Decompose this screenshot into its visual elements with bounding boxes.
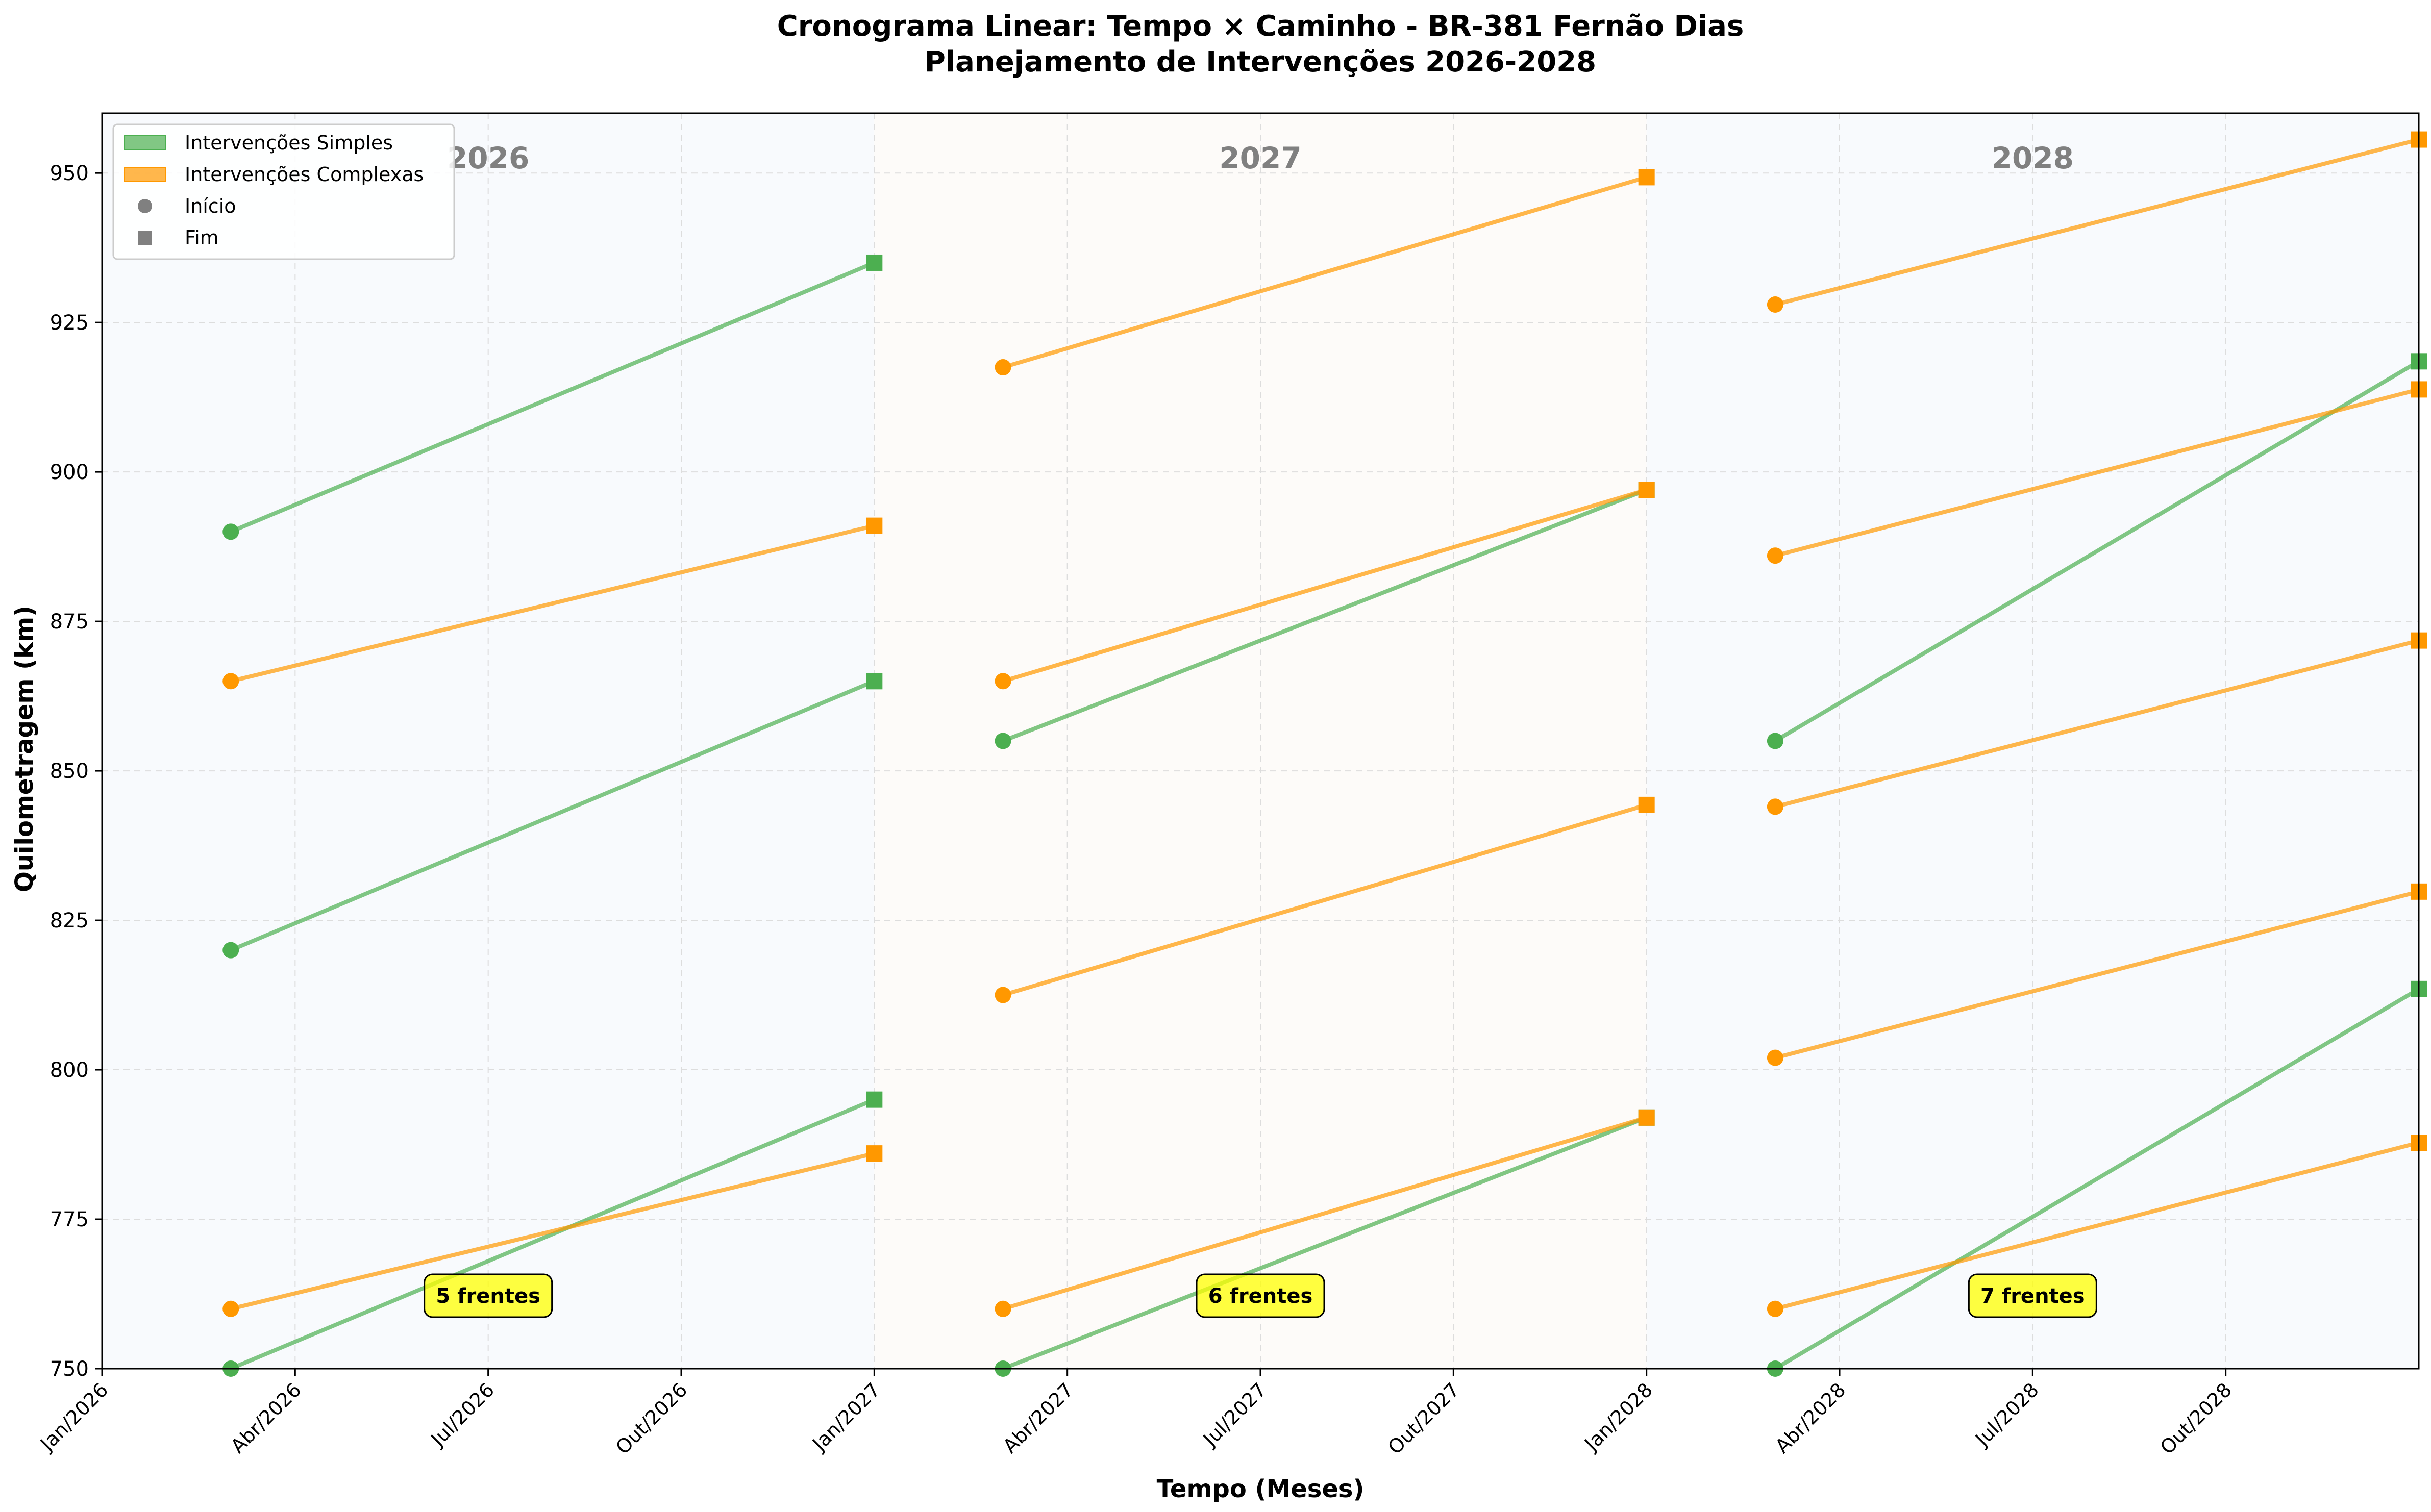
y-axis-label: Quilometragem (km) [10, 606, 39, 892]
front-count-badge [1196, 1273, 1325, 1318]
year-band-2027 [874, 113, 1647, 1369]
front-count-label: 6 frentes [1208, 1284, 1313, 1308]
front-count-label: 7 frentes [1980, 1284, 2085, 1308]
start-point-marker [1767, 547, 1783, 564]
start-point-marker [995, 673, 1011, 690]
segment-line [229, 1151, 877, 1311]
segment-line [229, 523, 877, 684]
end-point-marker [1638, 796, 1655, 813]
y-tick-label: 775 [50, 1208, 89, 1231]
start-point-marker [995, 987, 1011, 1003]
legend-label: Fim [185, 226, 219, 249]
year-label-2027: 2027 [1219, 141, 1301, 175]
front-count-badges: 5 frentes 6 frentes 7 frentes [424, 1273, 2097, 1318]
chart-subtitle: Planejamento de Intervenções 2026-2028 [925, 45, 1596, 79]
segment-line [1773, 359, 2421, 743]
y-tick-label: 875 [50, 610, 89, 634]
y-tick-label: 750 [50, 1357, 89, 1381]
start-point-marker [995, 1300, 1011, 1317]
series-layer [222, 131, 2427, 1377]
start-point-marker [1767, 1300, 1783, 1317]
end-point-marker [866, 673, 883, 690]
legend-swatch [124, 167, 166, 182]
year-labels: 2026 2027 2028 [447, 141, 2074, 175]
end-point-marker [1638, 482, 1655, 498]
year-bands [102, 113, 2419, 1369]
segment-line [1001, 175, 1649, 370]
segment-line [229, 1097, 877, 1371]
legend-label: Início [185, 195, 236, 217]
segment-line [1001, 488, 1649, 743]
end-point-marker [866, 1145, 883, 1162]
start-point-marker [222, 1300, 239, 1317]
end-point-marker [866, 254, 883, 271]
segment-line [1001, 488, 1649, 684]
legend-label: Intervenções Simples [185, 132, 393, 154]
legend-end-marker [138, 231, 152, 245]
chart-title: Cronograma Linear: Tempo × Caminho - BR-… [777, 10, 1744, 43]
legend-swatch [124, 135, 166, 150]
legend-label: Intervenções Complexas [185, 163, 424, 186]
end-point-marker [1638, 1109, 1655, 1126]
start-point-marker [1767, 733, 1783, 749]
segment-line [1773, 638, 2421, 809]
segment-line [1773, 987, 2421, 1371]
y-tick-label: 800 [50, 1059, 89, 1082]
start-point-marker [995, 359, 1011, 376]
y-tick-label: 900 [50, 461, 89, 484]
y-tick-label: 850 [50, 760, 89, 783]
segment-line [1773, 1141, 2421, 1311]
start-point-marker [222, 673, 239, 690]
start-point-marker [1767, 1049, 1783, 1066]
y-tick-label: 825 [50, 909, 89, 933]
end-point-marker [866, 1091, 883, 1108]
series-complexas [222, 131, 2427, 1317]
segment-line [229, 260, 877, 534]
segment-line [1773, 889, 2421, 1060]
year-label-2026: 2026 [447, 141, 529, 175]
front-count-badge [424, 1273, 553, 1318]
segment-line [1001, 1115, 1649, 1311]
front-count-badge [1968, 1273, 2097, 1318]
legend-start-marker [138, 199, 152, 213]
segment-line [1001, 802, 1649, 997]
start-point-marker [995, 733, 1011, 749]
segment-line [229, 679, 877, 952]
end-point-marker [1638, 169, 1655, 186]
start-point-marker [222, 942, 239, 959]
end-point-marker [866, 517, 883, 534]
x-axis-label: Tempo (Meses) [1157, 1475, 1365, 1503]
start-point-marker [222, 523, 239, 540]
start-point-marker [1767, 798, 1783, 815]
segment-line [1001, 1115, 1649, 1371]
year-label-2028: 2028 [1992, 141, 2074, 175]
legend: Intervenções Simples Intervenções Complex… [112, 123, 455, 260]
front-count-label: 5 frentes [436, 1284, 540, 1308]
y-tick-label: 950 [50, 162, 89, 185]
start-point-marker [1767, 296, 1783, 313]
y-tick-label: 925 [50, 311, 89, 335]
y-axis-ticks: 750 775 800 825 850 875 900 925 950 [50, 162, 102, 1381]
legend-box [112, 123, 455, 260]
segment-line [1773, 387, 2421, 558]
segment-line [1773, 137, 2421, 307]
series-simples [222, 254, 2427, 1377]
